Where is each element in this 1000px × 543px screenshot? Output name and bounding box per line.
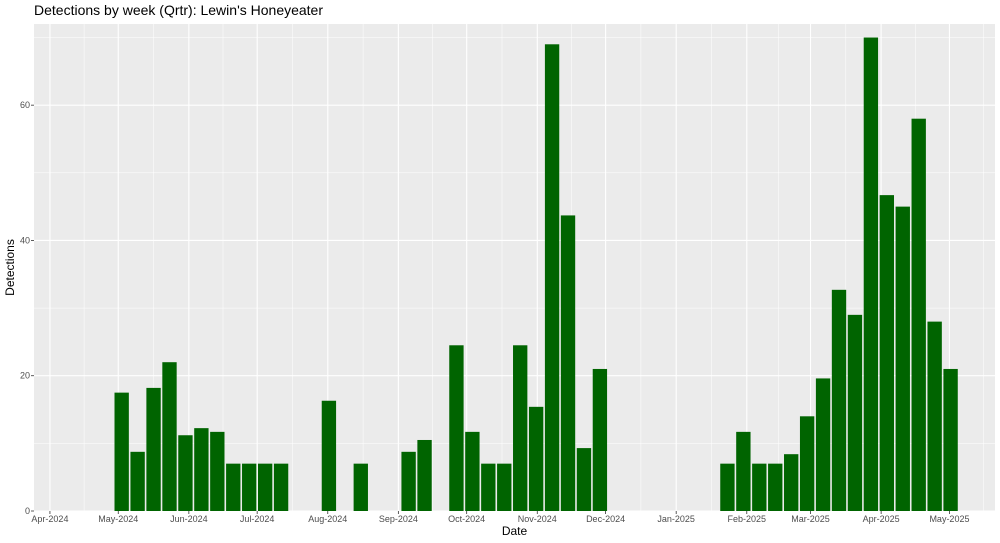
bar — [943, 368, 958, 511]
bar — [847, 314, 863, 511]
x-tick-label: Jan-2025 — [657, 514, 695, 524]
chart-title: Detections by week (Qrtr): Lewin's Honey… — [34, 2, 324, 18]
x-tick-label: Feb-2025 — [728, 514, 767, 524]
y-tick-label: 0 — [25, 506, 30, 516]
x-tick-label: Oct-2024 — [448, 514, 485, 524]
bar — [784, 454, 799, 511]
bar — [210, 431, 225, 511]
bar — [528, 406, 544, 511]
bar — [815, 378, 831, 511]
x-tick-label: Apr-2024 — [31, 514, 68, 524]
bar — [879, 195, 895, 511]
bar — [321, 400, 337, 511]
bar — [353, 463, 368, 511]
bar — [273, 463, 289, 511]
y-tick-label: 20 — [20, 371, 30, 381]
bar — [895, 206, 910, 511]
x-tick-label: May-2025 — [929, 514, 969, 524]
bar — [226, 463, 241, 511]
y-tick-label: 60 — [20, 100, 30, 110]
y-axis-title: Detections — [3, 239, 17, 296]
x-tick-label: Sep-2024 — [379, 514, 418, 524]
bar — [592, 368, 608, 511]
bar — [720, 463, 735, 511]
bar — [768, 463, 783, 511]
bar — [752, 463, 767, 511]
bar — [831, 289, 847, 511]
x-tick-label: Jul-2024 — [240, 514, 275, 524]
x-axis: Apr-2024 May-2024 Jun-2024 Jul-2024 Aug-2024… — [31, 511, 969, 524]
x-tick-label: Mar-2025 — [791, 514, 830, 524]
x-tick-label: May-2024 — [98, 514, 138, 524]
x-tick-label: Dec-2024 — [586, 514, 625, 524]
bar — [417, 439, 432, 511]
x-tick-label: Aug-2024 — [308, 514, 347, 524]
bar — [497, 463, 512, 511]
bar — [194, 428, 209, 511]
x-axis-title: Date — [502, 524, 528, 538]
bar — [401, 451, 416, 511]
bar — [736, 431, 751, 511]
bar — [449, 345, 464, 511]
bar — [242, 463, 257, 511]
bar — [544, 44, 560, 512]
y-axis: 0 20 40 60 — [20, 100, 34, 516]
bar — [927, 321, 942, 511]
bar — [257, 463, 273, 511]
bar — [114, 392, 129, 511]
bar — [513, 345, 528, 511]
bar — [465, 431, 480, 511]
bar — [162, 362, 177, 511]
x-tick-label: Nov-2024 — [518, 514, 557, 524]
bars-group — [114, 37, 958, 512]
bar — [863, 37, 879, 512]
x-tick-label: Jun-2024 — [170, 514, 208, 524]
bar — [178, 435, 193, 511]
y-tick-label: 40 — [20, 235, 30, 245]
bar — [576, 448, 592, 511]
bar — [146, 387, 161, 511]
x-tick-label: Apr-2025 — [863, 514, 900, 524]
bar — [481, 463, 496, 511]
bar — [799, 416, 815, 511]
bar — [130, 451, 145, 511]
bar — [560, 215, 576, 511]
bar — [911, 118, 926, 511]
